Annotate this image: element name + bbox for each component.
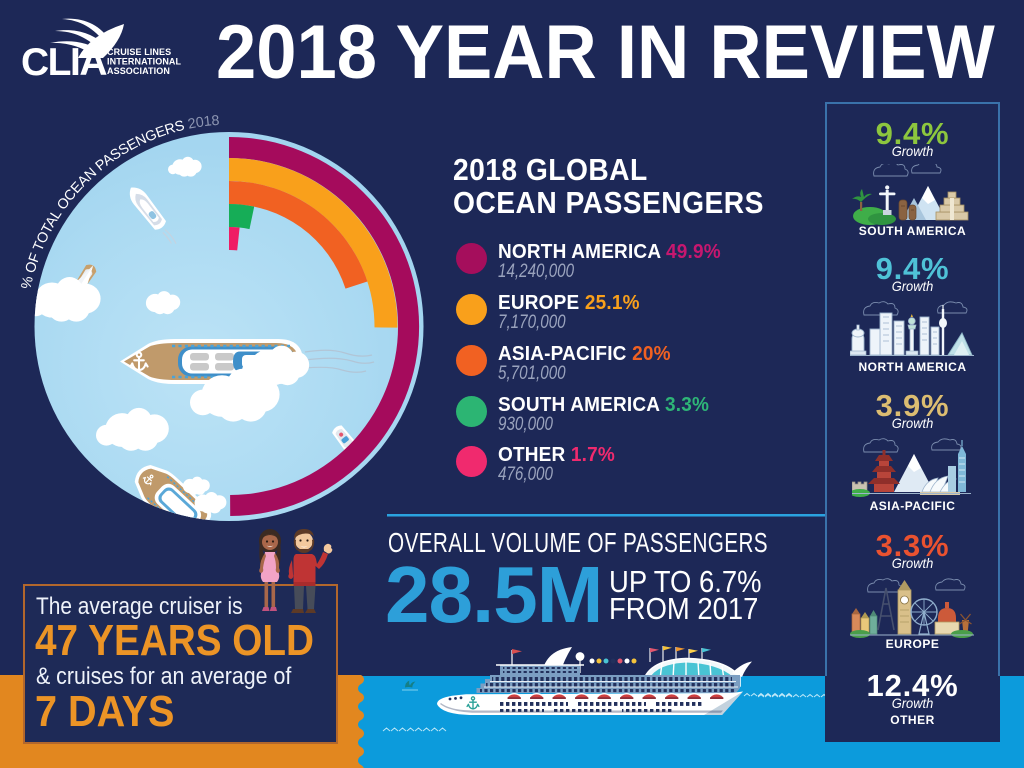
svg-text:INTERNATIONAL: INTERNATIONAL — [107, 57, 182, 67]
svg-text:ASSOCIATION: ASSOCIATION — [107, 66, 170, 76]
svg-text:CRUISE LINES: CRUISE LINES — [107, 47, 171, 57]
